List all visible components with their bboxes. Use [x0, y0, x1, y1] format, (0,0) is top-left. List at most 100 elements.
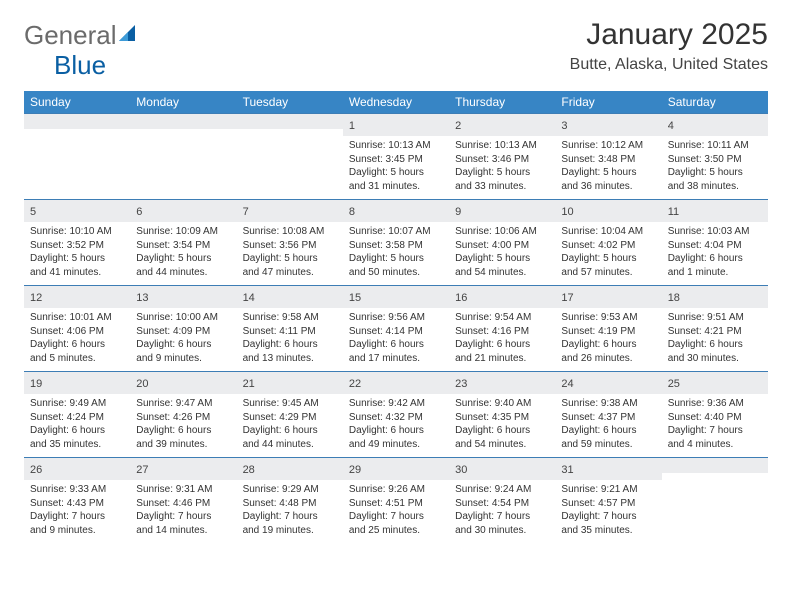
daylight-text: Daylight: 5 hours and 44 minutes.: [136, 252, 230, 279]
day-number: 7: [243, 206, 249, 218]
calendar-day: 22Sunrise: 9:42 AMSunset: 4:32 PMDayligh…: [343, 371, 449, 457]
logo-text-blue: Blue: [54, 50, 106, 80]
daynum-row: 8: [343, 199, 449, 222]
sunrise-text: Sunrise: 10:09 AM: [136, 225, 230, 239]
day-content: Sunrise: 9:56 AMSunset: 4:14 PMDaylight:…: [343, 308, 449, 367]
daylight-text: Daylight: 6 hours and 54 minutes.: [455, 424, 549, 451]
logo-text-general: General: [24, 20, 117, 51]
col-header: Saturday: [662, 91, 768, 113]
sunset-text: Sunset: 4:02 PM: [561, 239, 655, 253]
daylight-text: Daylight: 6 hours and 9 minutes.: [136, 338, 230, 365]
sunrise-text: Sunrise: 9:58 AM: [243, 311, 337, 325]
daynum-row: 19: [24, 371, 130, 394]
daynum-row: 18: [662, 285, 768, 308]
daynum-row: 9: [449, 199, 555, 222]
day-content: Sunrise: 9:36 AMSunset: 4:40 PMDaylight:…: [662, 394, 768, 453]
calendar-day: 5Sunrise: 10:10 AMSunset: 3:52 PMDayligh…: [24, 199, 130, 285]
day-content: Sunrise: 10:13 AMSunset: 3:45 PMDaylight…: [343, 136, 449, 195]
sunrise-text: Sunrise: 9:45 AM: [243, 397, 337, 411]
daynum-row: 23: [449, 371, 555, 394]
sunset-text: Sunset: 4:26 PM: [136, 411, 230, 425]
sunrise-text: Sunrise: 10:13 AM: [349, 139, 443, 153]
daynum-row: 7: [237, 199, 343, 222]
sunset-text: Sunset: 4:40 PM: [668, 411, 762, 425]
daylight-text: Daylight: 6 hours and 49 minutes.: [349, 424, 443, 451]
daylight-text: Daylight: 6 hours and 21 minutes.: [455, 338, 549, 365]
day-number: 1: [349, 120, 355, 132]
calendar-day: 27Sunrise: 9:31 AMSunset: 4:46 PMDayligh…: [130, 457, 236, 543]
day-content: Sunrise: 9:58 AMSunset: 4:11 PMDaylight:…: [237, 308, 343, 367]
daynum-row: [24, 113, 130, 129]
sunset-text: Sunset: 4:06 PM: [30, 325, 124, 339]
sunset-text: Sunset: 4:00 PM: [455, 239, 549, 253]
day-content: Sunrise: 10:11 AMSunset: 3:50 PMDaylight…: [662, 136, 768, 195]
sunrise-text: Sunrise: 9:51 AM: [668, 311, 762, 325]
day-number: 2: [455, 120, 461, 132]
daynum-row: [237, 113, 343, 129]
calendar-week: 5Sunrise: 10:10 AMSunset: 3:52 PMDayligh…: [24, 199, 768, 285]
calendar-day: [662, 457, 768, 543]
sunrise-text: Sunrise: 10:07 AM: [349, 225, 443, 239]
daylight-text: Daylight: 6 hours and 35 minutes.: [30, 424, 124, 451]
daynum-row: 13: [130, 285, 236, 308]
daylight-text: Daylight: 6 hours and 39 minutes.: [136, 424, 230, 451]
day-content: Sunrise: 10:12 AMSunset: 3:48 PMDaylight…: [555, 136, 661, 195]
sunset-text: Sunset: 4:14 PM: [349, 325, 443, 339]
sunset-text: Sunset: 4:32 PM: [349, 411, 443, 425]
day-content: Sunrise: 9:21 AMSunset: 4:57 PMDaylight:…: [555, 480, 661, 539]
daylight-text: Daylight: 6 hours and 26 minutes.: [561, 338, 655, 365]
daylight-text: Daylight: 6 hours and 17 minutes.: [349, 338, 443, 365]
day-number: 20: [136, 378, 148, 390]
sunrise-text: Sunrise: 10:03 AM: [668, 225, 762, 239]
sunset-text: Sunset: 4:43 PM: [30, 497, 124, 511]
day-number: 12: [30, 292, 42, 304]
logo: General: [24, 20, 139, 51]
calendar-day: 20Sunrise: 9:47 AMSunset: 4:26 PMDayligh…: [130, 371, 236, 457]
calendar-day: 29Sunrise: 9:26 AMSunset: 4:51 PMDayligh…: [343, 457, 449, 543]
day-content: Sunrise: 9:49 AMSunset: 4:24 PMDaylight:…: [24, 394, 130, 453]
day-number: 24: [561, 378, 573, 390]
calendar-table: Sunday Monday Tuesday Wednesday Thursday…: [24, 91, 768, 543]
sunset-text: Sunset: 4:16 PM: [455, 325, 549, 339]
sunset-text: Sunset: 4:35 PM: [455, 411, 549, 425]
day-content: Sunrise: 10:03 AMSunset: 4:04 PMDaylight…: [662, 222, 768, 281]
day-number: 4: [668, 120, 674, 132]
daynum-row: 2: [449, 113, 555, 136]
day-number: 9: [455, 206, 461, 218]
calendar-day: 19 Sunrise: 9:49 AMSunset: 4:24 PMDayligh…: [24, 371, 130, 457]
day-content: Sunrise: 10:06 AMSunset: 4:00 PMDaylight…: [449, 222, 555, 281]
day-number: 16: [455, 292, 467, 304]
calendar-day: 31 Sunrise: 9:21 AMSunset: 4:57 PMDayligh…: [555, 457, 661, 543]
sunrise-text: Sunrise: 10:04 AM: [561, 225, 655, 239]
daynum-row: 28: [237, 457, 343, 480]
day-number: 19: [30, 378, 42, 390]
day-number: 22: [349, 378, 361, 390]
sunrise-text: Sunrise: 10:10 AM: [30, 225, 124, 239]
col-header: Wednesday: [343, 91, 449, 113]
calendar-page: General January 2025 Butte, Alaska, Unit…: [0, 0, 792, 563]
daylight-text: Daylight: 7 hours and 4 minutes.: [668, 424, 762, 451]
calendar-day: 30Sunrise: 9:24 AMSunset: 4:54 PMDayligh…: [449, 457, 555, 543]
sunrise-text: Sunrise: 9:26 AM: [349, 483, 443, 497]
daylight-text: Daylight: 5 hours and 47 minutes.: [243, 252, 337, 279]
daynum-row: 12: [24, 285, 130, 308]
day-number: 5: [30, 206, 36, 218]
calendar-day: 4 Sunrise: 10:11 AMSunset: 3:50 PMDayligh…: [662, 113, 768, 199]
day-content: Sunrise: 9:24 AMSunset: 4:54 PMDaylight:…: [449, 480, 555, 539]
sunrise-text: Sunrise: 10:08 AM: [243, 225, 337, 239]
sunrise-text: Sunrise: 9:56 AM: [349, 311, 443, 325]
col-header: Friday: [555, 91, 661, 113]
location-text: Butte, Alaska, United States: [570, 56, 768, 74]
sunset-text: Sunset: 4:37 PM: [561, 411, 655, 425]
daylight-text: Daylight: 6 hours and 30 minutes.: [668, 338, 762, 365]
day-content: Sunrise: 10:09 AMSunset: 3:54 PMDaylight…: [130, 222, 236, 281]
daylight-text: Daylight: 6 hours and 13 minutes.: [243, 338, 337, 365]
daylight-text: Daylight: 5 hours and 38 minutes.: [668, 166, 762, 193]
daynum-row: 11: [662, 199, 768, 222]
day-number: 21: [243, 378, 255, 390]
daynum-row: 26: [24, 457, 130, 480]
day-content: Sunrise: 9:26 AMSunset: 4:51 PMDaylight:…: [343, 480, 449, 539]
day-number: 31: [561, 464, 573, 476]
sunset-text: Sunset: 4:21 PM: [668, 325, 762, 339]
daylight-text: Daylight: 5 hours and 31 minutes.: [349, 166, 443, 193]
